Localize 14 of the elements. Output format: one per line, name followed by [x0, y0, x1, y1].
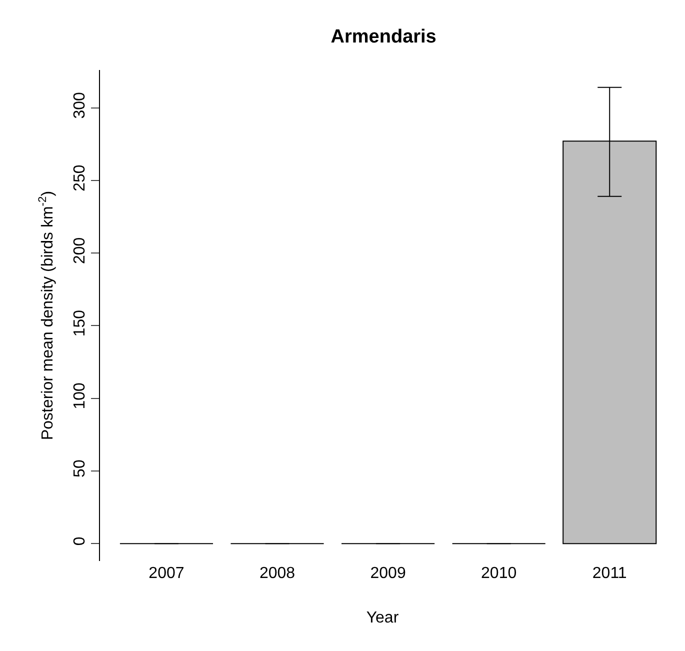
- x-tick-label: 2007: [148, 565, 184, 582]
- y-tick-label: 100: [72, 382, 89, 410]
- x-tick-label: 2008: [259, 565, 296, 582]
- chart-title: Armendaris: [330, 26, 436, 48]
- y-tick-label: 150: [72, 310, 89, 337]
- x-tick-label: 2009: [370, 565, 406, 582]
- x-tick-label: 2010: [481, 565, 517, 582]
- y-tick-label: 50: [72, 460, 89, 478]
- y-tick-label: 250: [72, 164, 89, 192]
- y-tick-label: 200: [72, 237, 89, 264]
- y-tick-label: 300: [72, 92, 89, 119]
- x-tick-label: 2011: [592, 565, 627, 582]
- y-tick-label: 0: [72, 536, 89, 546]
- x-axis-title: Year: [366, 610, 400, 627]
